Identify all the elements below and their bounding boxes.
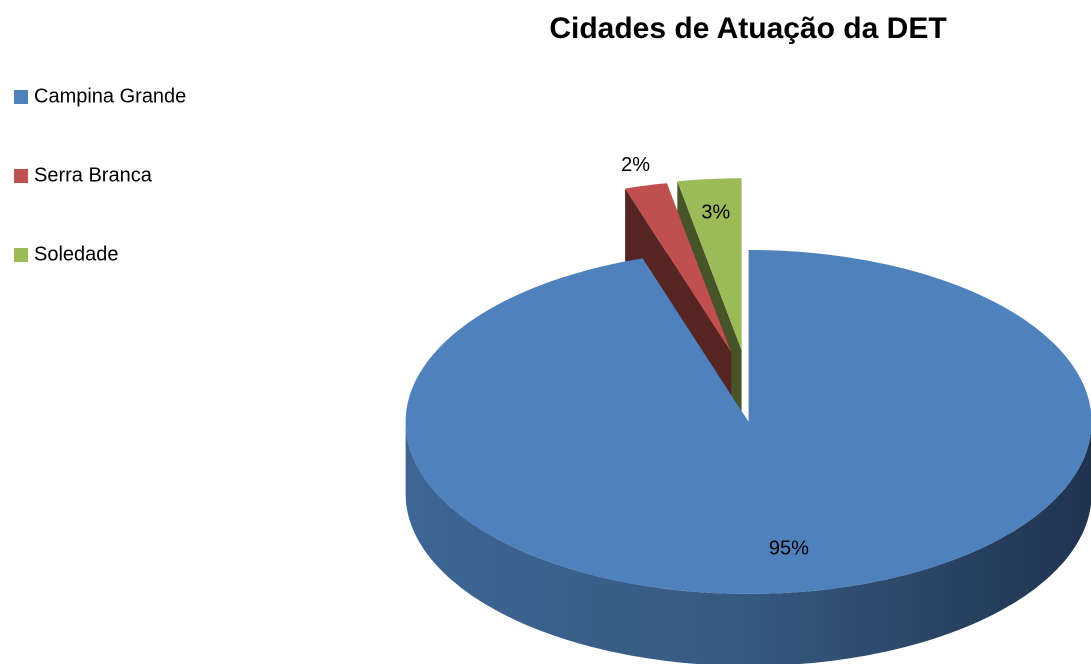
legend-swatch xyxy=(14,248,28,262)
legend-text: Soledade xyxy=(34,243,119,265)
legend-swatch xyxy=(14,90,28,104)
chart-title: Cidades de Atuação da DET xyxy=(549,12,946,45)
legend-text: Campina Grande xyxy=(34,85,186,107)
legend-text: Serra Branca xyxy=(34,164,153,186)
slice xyxy=(625,183,732,353)
slice-wall xyxy=(405,422,1091,664)
slice xyxy=(677,178,742,351)
slice xyxy=(405,250,1091,594)
data-label: 3% xyxy=(701,202,730,224)
data-label: 95% xyxy=(769,538,809,560)
data-label: 2% xyxy=(621,154,650,176)
legend-swatch xyxy=(14,169,28,183)
